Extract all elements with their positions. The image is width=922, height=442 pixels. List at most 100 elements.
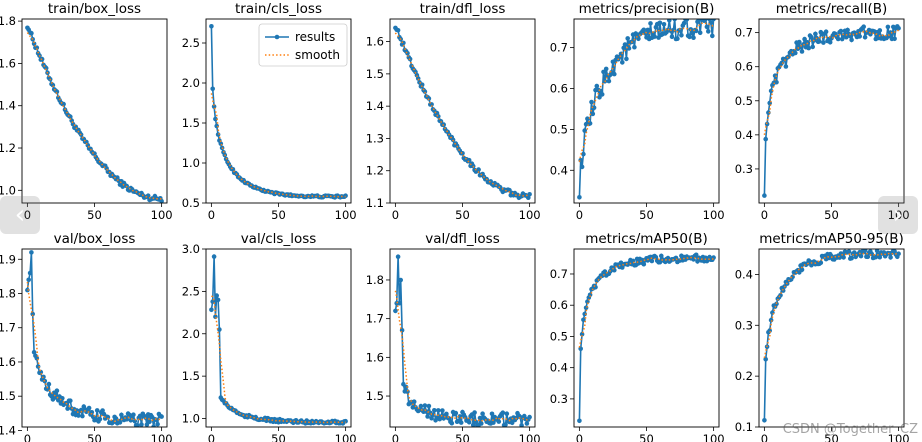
next-button[interactable]: › xyxy=(878,196,918,234)
smooth-line xyxy=(210,93,346,198)
y-tick-label: 0.2 xyxy=(735,369,753,383)
subplot-title: metrics/recall(B) xyxy=(776,1,888,17)
results-point xyxy=(41,374,46,380)
series-group xyxy=(393,25,532,201)
results-point xyxy=(76,413,81,418)
results-point xyxy=(632,44,637,50)
x-tick-label: 100 xyxy=(335,208,357,222)
results-point xyxy=(783,64,789,69)
results-point xyxy=(594,83,600,89)
results-point xyxy=(839,36,845,42)
results-point xyxy=(817,39,822,44)
x-tick-label: 100 xyxy=(703,208,725,222)
results-point xyxy=(139,422,144,427)
results-point xyxy=(636,36,641,42)
results-point xyxy=(710,33,715,39)
x-tick-label: 50 xyxy=(87,208,102,222)
y-tick-label: 2.0 xyxy=(182,76,200,90)
results-point xyxy=(422,89,428,94)
results-point xyxy=(693,252,699,258)
x-tick-label: 50 xyxy=(271,432,286,442)
results-point xyxy=(444,411,449,417)
results-point xyxy=(117,420,123,425)
subplot-val-cls-loss: val/cls_loss 0 50 100 1.0 1.5 2.0 2.5 3.0 xyxy=(182,231,357,442)
y-tick-label: 0.7 xyxy=(735,26,753,40)
plot-frame xyxy=(389,248,536,428)
results-point xyxy=(453,410,459,416)
results-point xyxy=(763,136,768,142)
results-point xyxy=(841,255,846,260)
results-point xyxy=(211,254,217,259)
x-tick-label: 100 xyxy=(151,208,173,222)
y-tick-label: 1.5 xyxy=(366,67,384,81)
y-tick-label: 0.3 xyxy=(550,392,568,406)
results-point xyxy=(105,414,111,420)
results-point xyxy=(622,42,628,47)
y-tick-label: 1.5 xyxy=(0,389,16,403)
plot-frame xyxy=(758,248,905,428)
y-tick-label: 0.4 xyxy=(735,128,753,142)
y-tick-label: 1.0 xyxy=(182,156,200,170)
results-point xyxy=(159,414,164,419)
results-point xyxy=(679,33,684,38)
x-tick-label: 100 xyxy=(335,432,357,442)
results-line xyxy=(394,27,531,200)
x-tick-label: 100 xyxy=(888,432,910,442)
results-point xyxy=(838,28,844,34)
results-point xyxy=(689,30,695,36)
subplot-metrics-precision-b-: metrics/precision(B) 0 50 100 0.4 0.5 0.6 0.7 xyxy=(550,1,725,222)
results-point xyxy=(648,21,653,26)
results-point xyxy=(480,411,485,417)
results-point xyxy=(659,253,664,259)
results-point xyxy=(425,414,430,419)
y-tick-label: 0.3 xyxy=(735,318,753,332)
smooth-line xyxy=(211,295,346,424)
results-point xyxy=(762,418,767,423)
results-point xyxy=(809,34,814,40)
results-line xyxy=(578,19,715,198)
series-group xyxy=(209,24,348,200)
y-tick-label: 1.6 xyxy=(366,350,384,364)
results-point xyxy=(888,255,893,260)
chevron-right-icon: › xyxy=(892,200,904,230)
y-tick-label: 1.2 xyxy=(366,164,384,178)
results-point xyxy=(470,422,476,427)
results-point xyxy=(398,277,404,283)
results-point xyxy=(799,49,805,54)
smooth-line xyxy=(26,32,162,200)
results-point xyxy=(405,51,410,56)
series-group xyxy=(577,252,716,424)
results-point xyxy=(778,293,783,298)
y-tick-label: 1.6 xyxy=(0,355,16,369)
series-group xyxy=(25,250,164,427)
results-point xyxy=(691,35,696,40)
results-point xyxy=(620,60,625,65)
results-point xyxy=(835,36,841,42)
y-tick-label: 3.0 xyxy=(182,242,200,256)
results-point xyxy=(449,420,455,426)
results-point xyxy=(589,99,594,105)
results-point xyxy=(827,40,833,45)
series-group xyxy=(25,25,164,203)
results-point xyxy=(145,193,151,198)
y-tick-label: 0.6 xyxy=(550,82,568,96)
results-point xyxy=(896,26,901,31)
results-point xyxy=(704,24,710,30)
results-point xyxy=(411,399,417,405)
subplot-title: val/box_loss xyxy=(54,231,136,247)
y-tick-label: 1.5 xyxy=(182,369,200,383)
results-line xyxy=(210,256,346,425)
results-point xyxy=(86,405,92,411)
results-point xyxy=(624,56,629,62)
subplot-title: metrics/mAP50(B) xyxy=(585,231,708,247)
y-tick-label: 0.4 xyxy=(550,163,568,177)
results-point xyxy=(579,164,585,170)
results-point xyxy=(806,45,811,51)
results-point xyxy=(577,418,582,424)
watermark: CSDN @Together_CZ xyxy=(782,422,918,437)
prev-button[interactable]: ‹ xyxy=(0,196,40,234)
y-tick-label: 0.5 xyxy=(550,122,568,136)
subplot-metrics-map50-b-: metrics/mAP50(B) 0 50 100 0.3 0.4 0.5 0.6 0.7 xyxy=(550,231,725,442)
results-point xyxy=(703,19,708,22)
results-point xyxy=(657,20,663,26)
